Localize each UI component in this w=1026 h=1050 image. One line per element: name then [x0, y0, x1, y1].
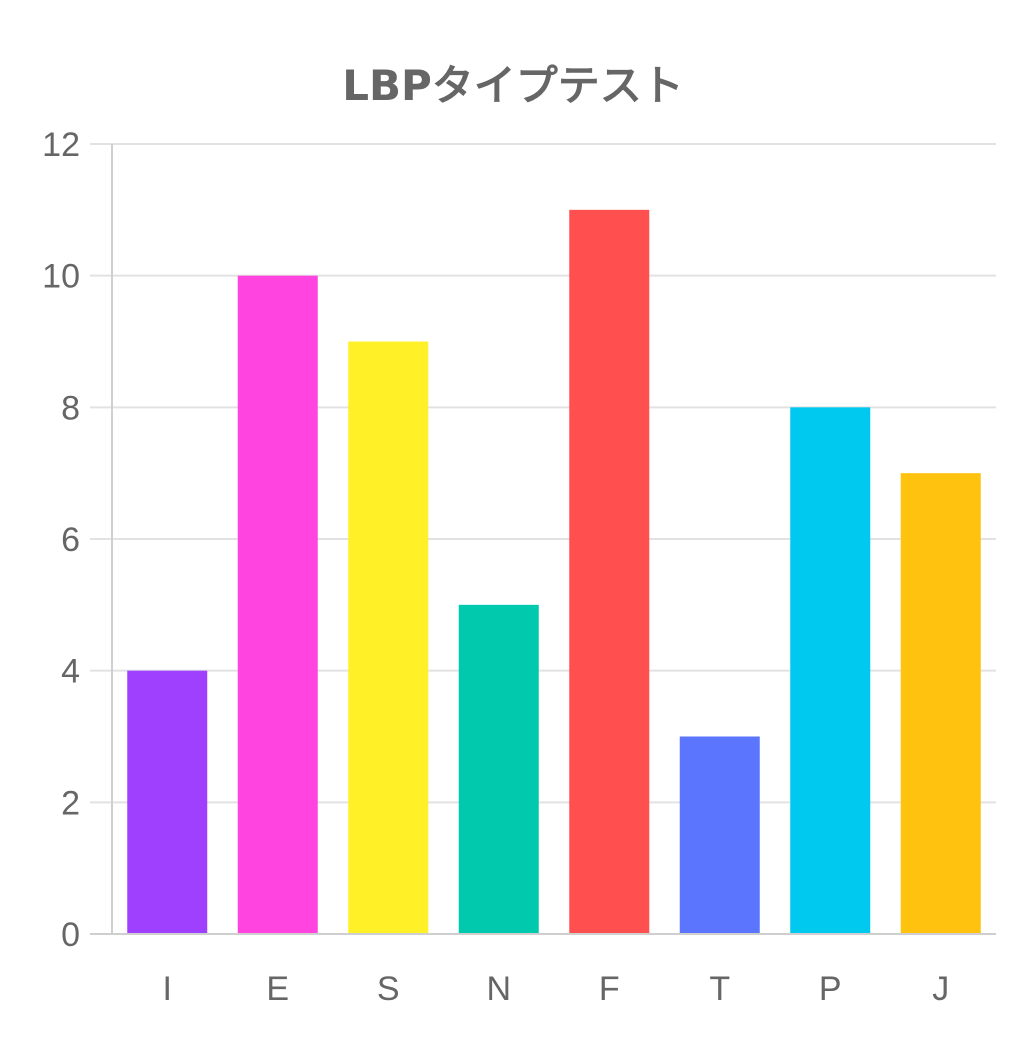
- y-tick-label: 4: [61, 653, 80, 691]
- y-tick-label: 12: [42, 126, 80, 164]
- x-tick-label: F: [599, 970, 620, 1008]
- y-axis-ticks: 0 2 4 6 8 10 12: [42, 126, 80, 954]
- x-tick-label: N: [486, 970, 511, 1008]
- y-tick-label: 10: [42, 258, 80, 296]
- x-tick-label: J: [932, 970, 949, 1008]
- bar-P: [790, 407, 871, 934]
- bar-F: [569, 209, 650, 935]
- y-tick-label: 0: [61, 916, 80, 954]
- x-tick-label: P: [819, 970, 842, 1008]
- chart-title: LBPタイプテスト: [342, 61, 684, 110]
- bar-E: [237, 275, 318, 935]
- bar-I: [127, 670, 208, 934]
- x-tick-label: E: [266, 970, 289, 1008]
- y-tick-label: 8: [61, 389, 80, 427]
- bar-S: [348, 341, 429, 934]
- bars: [127, 209, 981, 935]
- y-tick-label: 6: [61, 521, 80, 559]
- x-tick-label: T: [709, 970, 730, 1008]
- bar-T: [679, 736, 760, 934]
- bar-N: [458, 604, 539, 934]
- y-tick-label: 2: [61, 784, 80, 822]
- x-tick-label: I: [163, 970, 172, 1008]
- bar-J: [900, 473, 981, 934]
- x-tick-label: S: [377, 970, 400, 1008]
